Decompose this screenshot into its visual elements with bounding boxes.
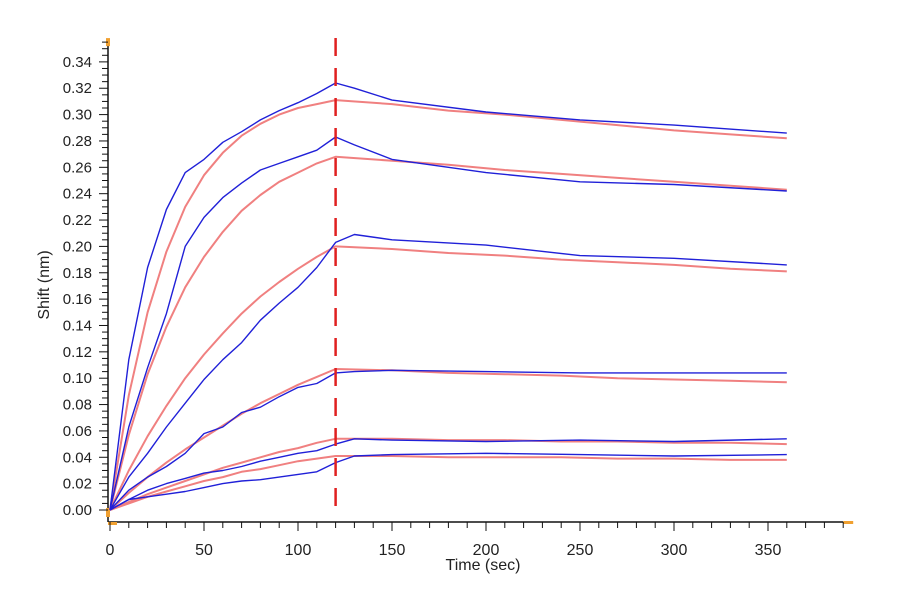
y-tick-label: 0.20 [63, 238, 92, 255]
y-tick-label: 0.24 [63, 186, 92, 203]
y-tick-label: 0.04 [63, 449, 92, 466]
y-axis-label: Shift (nm) [36, 250, 53, 319]
y-axis-start-marker [106, 508, 110, 517]
measured-curve-3 [109, 233, 787, 511]
y-tick-label: 0.12 [63, 344, 92, 361]
measured-curve-1 [109, 82, 787, 511]
measured-curve-6 [109, 452, 787, 511]
x-tick-label: 250 [567, 542, 594, 559]
fit-curves [109, 99, 787, 511]
axes: 0 50 100 150 200 250 300 350 0.00 0.02 0.04 0.06 0.0… [63, 38, 854, 559]
x-tick-label: 0 [106, 542, 115, 559]
x-tick-label: 300 [661, 542, 688, 559]
measured-curve-4 [109, 369, 787, 511]
y-tick-label: 0.16 [63, 291, 92, 308]
y-tick-label: 0.26 [63, 159, 92, 176]
fit-curve-5 [109, 437, 787, 511]
y-tick-label: 0.34 [63, 54, 92, 71]
fit-curve-4 [109, 368, 787, 511]
y-tick-label: 0.18 [63, 265, 92, 282]
x-axis-end-marker [843, 521, 854, 524]
x-tick-label: 100 [285, 542, 312, 559]
y-tick-label: 0.10 [63, 370, 92, 387]
fit-curve-1 [109, 99, 787, 511]
fit-curve-2 [109, 155, 787, 511]
measured-curve-5 [109, 438, 787, 511]
y-tick-label: 0.08 [63, 397, 92, 414]
y-tick-label: 0.14 [63, 317, 92, 334]
measured-curve-2 [109, 136, 787, 511]
x-tick-label: 150 [379, 542, 406, 559]
y-tick-label: 0.30 [63, 107, 92, 124]
x-axis-start-marker [108, 522, 117, 525]
y-tick-label: 0.02 [63, 476, 92, 493]
measured-curves [109, 82, 787, 511]
y-tick-label: 0.06 [63, 423, 92, 440]
y-tick-label: 0.00 [63, 502, 92, 519]
fit-curve-6 [109, 455, 787, 511]
x-tick-label: 350 [755, 542, 782, 559]
y-tick-label: 0.28 [63, 133, 92, 150]
y-tick-label: 0.32 [63, 80, 92, 97]
fit-curve-3 [109, 245, 787, 511]
x-tick-label: 50 [195, 542, 213, 559]
x-axis-label: Time (sec) [446, 557, 521, 574]
y-tick-label: 0.22 [63, 212, 92, 229]
x-tick-label: 200 [473, 542, 500, 559]
